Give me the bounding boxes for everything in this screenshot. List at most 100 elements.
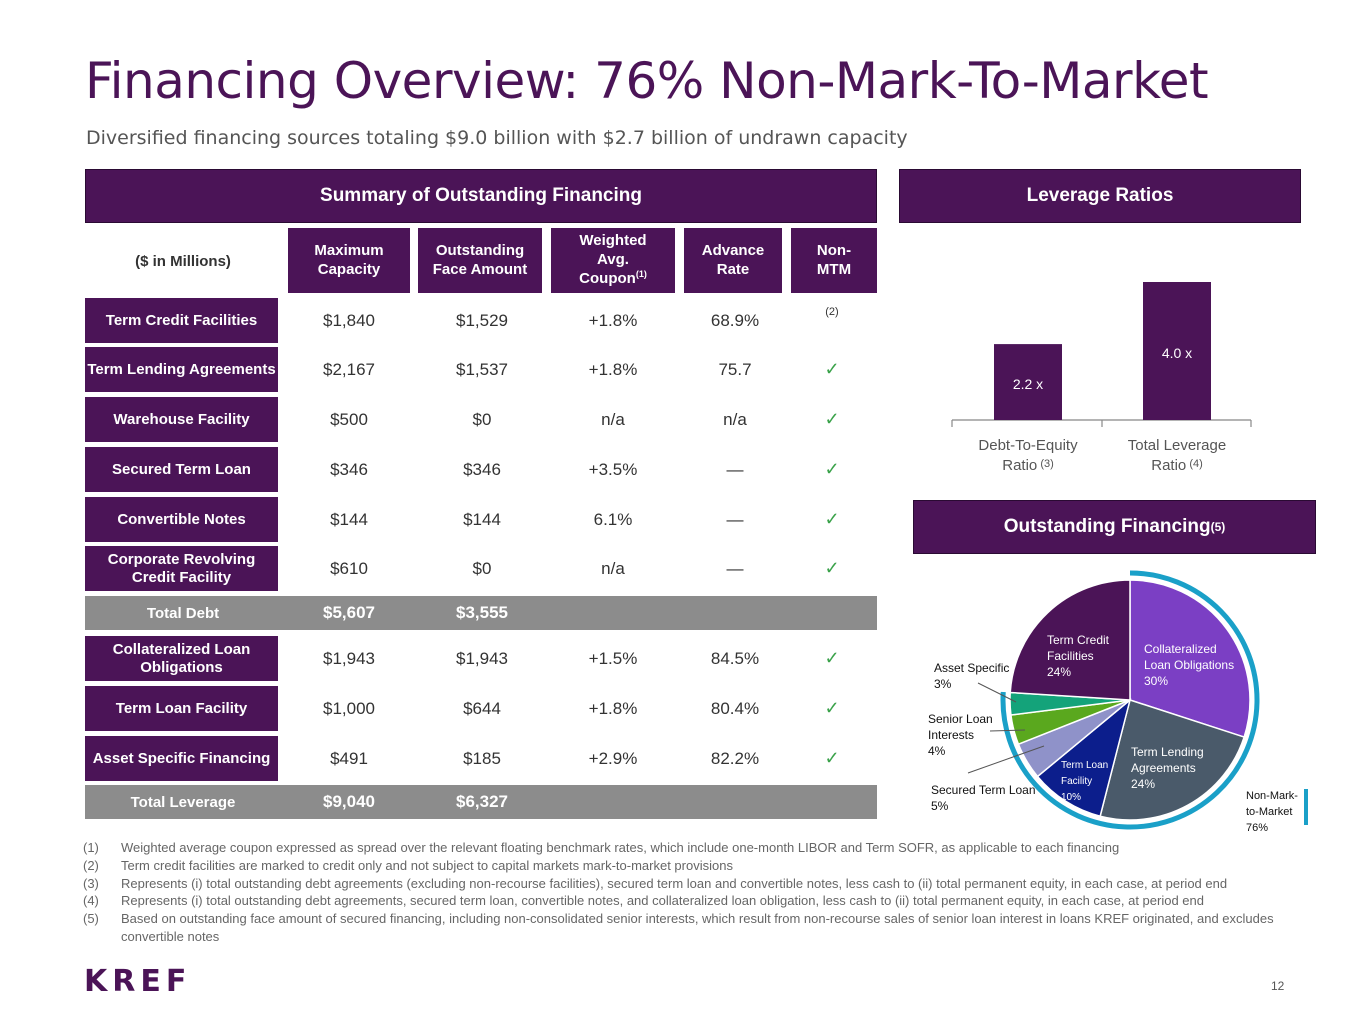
- pie-label-asset-specific: Asset Specific: [934, 661, 1009, 675]
- footnote-number: (3): [83, 875, 99, 891]
- cell-out: $644: [463, 698, 501, 718]
- total-leverage-max: $9,040: [323, 792, 375, 811]
- cell-coupon: n/a: [601, 409, 625, 429]
- cell-max: $346: [330, 459, 368, 479]
- cell-out: $0: [472, 409, 492, 429]
- cell-out: $346: [463, 459, 501, 479]
- footnote-text: Term credit facilities are marked to cre…: [121, 857, 733, 873]
- cell-advance: 68.9%: [710, 310, 760, 330]
- cell-advance: 84.5%: [710, 648, 760, 668]
- footnote: (4) Represents (i) total outstanding debt…: [83, 892, 1323, 910]
- units-label: ($ in Millions): [135, 252, 231, 270]
- row-label-term-lending-agreements: Term Lending Agreements: [85, 347, 278, 392]
- cell-coupon: 6.1%: [593, 509, 633, 529]
- cell-advance: 80.4%: [710, 698, 760, 718]
- col-non-mtm-label: Non-MTM: [816, 241, 852, 278]
- bar-footnote-ref: (4): [1186, 458, 1203, 470]
- cell-out: $185: [463, 748, 501, 768]
- outstanding-header: Outstanding Financing (5): [913, 500, 1316, 554]
- cell-mtm: ✓: [824, 459, 840, 479]
- pie-label-term-credit: Term Credit: [1047, 633, 1110, 647]
- pie-slice-term-lending-agreements: [1099, 699, 1246, 821]
- total-debt-label: Total Debt: [146, 604, 220, 622]
- page-subtitle: Diversified financing sources totaling $…: [86, 127, 908, 149]
- footnote-number: (4): [83, 893, 99, 909]
- cell-coupon: n/a: [601, 558, 625, 578]
- non-mtm-ring: [1000, 570, 1260, 830]
- cell-coupon: +3.5%: [588, 459, 638, 479]
- cell-advance: 82.2%: [710, 748, 760, 768]
- footnote-number: (1): [83, 840, 99, 855]
- pie-label-clo: 30%: [1144, 674, 1168, 688]
- cell-mtm: ✓: [824, 748, 840, 768]
- footnote-text: Represents (i) total outstanding debt ag…: [121, 893, 1204, 909]
- cell-max: $500: [330, 409, 368, 429]
- pie-label-senior-loan: Interests: [928, 728, 974, 742]
- footnote-text: Weighted average coupon expressed as spr…: [121, 840, 1120, 855]
- total-leverage-row: Total Leverage $9,040 $6,327: [85, 785, 877, 819]
- cell-advance: 75.7: [718, 359, 752, 379]
- total-debt-row: Total Debt $5,607 $3,555: [85, 596, 877, 630]
- cell-out: $1,529: [456, 310, 508, 330]
- cell-max: $1,000: [323, 698, 375, 718]
- col-outstanding-label: Outstanding Face Amount: [432, 241, 528, 278]
- bar-value-label: 4.0 x: [1162, 345, 1192, 361]
- cell-out: $1,943: [456, 648, 508, 668]
- cell-coupon: +1.8%: [588, 698, 638, 718]
- leverage-bar: [1143, 282, 1211, 420]
- page-number: 12: [1271, 979, 1285, 993]
- bar-category-label: Debt-To-Equity: [978, 437, 1078, 454]
- row-label-asset-specific-financing: Asset Specific Financing: [85, 736, 278, 781]
- footnote: (3) Represents (i) total outstanding debt…: [83, 875, 1323, 893]
- cell-mtm: ✓: [824, 648, 840, 668]
- col-max-capacity: Maximum Capacity: [288, 228, 410, 293]
- footnote-number: (2): [83, 857, 99, 873]
- row-label-term-loan-facility: Term Loan Facility: [85, 686, 278, 731]
- total-leverage-label: Total Leverage: [130, 793, 236, 811]
- leader-line: [977, 682, 1017, 703]
- cell-coupon: +1.8%: [588, 310, 638, 330]
- non-mtm-legend-bar: [1304, 789, 1308, 825]
- pie-label-term-lending: 24%: [1131, 777, 1155, 791]
- cell-mtm: ✓: [824, 558, 840, 578]
- row-label-corporate-revolving-credit-facility: Corporate Revolving Credit Facility: [85, 546, 278, 591]
- pie-label-term-loan-facility: 10%: [1061, 792, 1081, 803]
- row-label-warehouse-facility: Warehouse Facility: [85, 397, 278, 442]
- cell-max: $144: [330, 509, 368, 529]
- row-label-term-credit-facilities: Term Credit Facilities: [85, 298, 278, 343]
- pie-label-term-credit: Facilities: [1047, 649, 1094, 663]
- total-leverage-outstanding: $6,327: [456, 792, 508, 811]
- footnote-text: Represents (i) total outstanding debt ag…: [121, 875, 1228, 891]
- pie-slice-collateralized-loan-obligations: [1129, 579, 1251, 739]
- pie-label-term-lending: Agreements: [1131, 761, 1196, 775]
- cell-max: $1,840: [323, 310, 375, 330]
- footnote: (5) Based on outstanding face amount of s…: [83, 910, 1323, 946]
- page-title: Financing Overview: 76% Non-Mark-To-Mark…: [85, 52, 1209, 110]
- outstanding-header-sup: (5): [1210, 520, 1226, 534]
- pie-label-senior-loan: 4%: [928, 744, 946, 758]
- total-debt-outstanding: $3,555: [456, 603, 508, 622]
- cell-mtm: ✓: [824, 509, 840, 529]
- col-advance-rate: Advance Rate: [684, 228, 782, 293]
- footnote: (2) Term credit facilities are marked to …: [83, 857, 1323, 875]
- pie-label-secured-term-loan: Secured Term Loan: [931, 783, 1036, 797]
- pie-label-clo: Loan Obligations: [1144, 658, 1234, 672]
- col-coupon: Weighted Avg. Coupon(1): [551, 228, 675, 293]
- outstanding-pie-chart: Collateralized Loan Obligations 30% Term Le…: [928, 570, 1308, 834]
- row-label-convertible-notes: Convertible Notes: [85, 497, 278, 542]
- bar-category-label: Ratio (4): [1151, 457, 1203, 474]
- footnotes: (1) Weighted average coupon expressed as …: [83, 839, 1323, 946]
- cell-mtm: (2): [825, 306, 839, 318]
- cell-coupon: +2.9%: [588, 748, 638, 768]
- cell-mtm: ✓: [824, 409, 840, 429]
- summary-header: Summary of Outstanding Financing: [85, 169, 877, 223]
- pie-label-term-loan-facility: Facility: [1061, 776, 1092, 787]
- pie-label-secured-term-loan: 5%: [931, 799, 949, 813]
- col-coupon-sup: (1): [635, 269, 647, 280]
- row-label-secured-term-loan: Secured Term Loan: [85, 447, 278, 492]
- cell-mtm: ✓: [824, 698, 840, 718]
- kref-logo: KREF: [84, 964, 192, 999]
- footnote: (1) Weighted average coupon expressed as …: [83, 839, 1323, 857]
- pie-label-non-mtm: to-Market: [1246, 806, 1292, 818]
- col-non-mtm: Non-MTM: [791, 228, 877, 293]
